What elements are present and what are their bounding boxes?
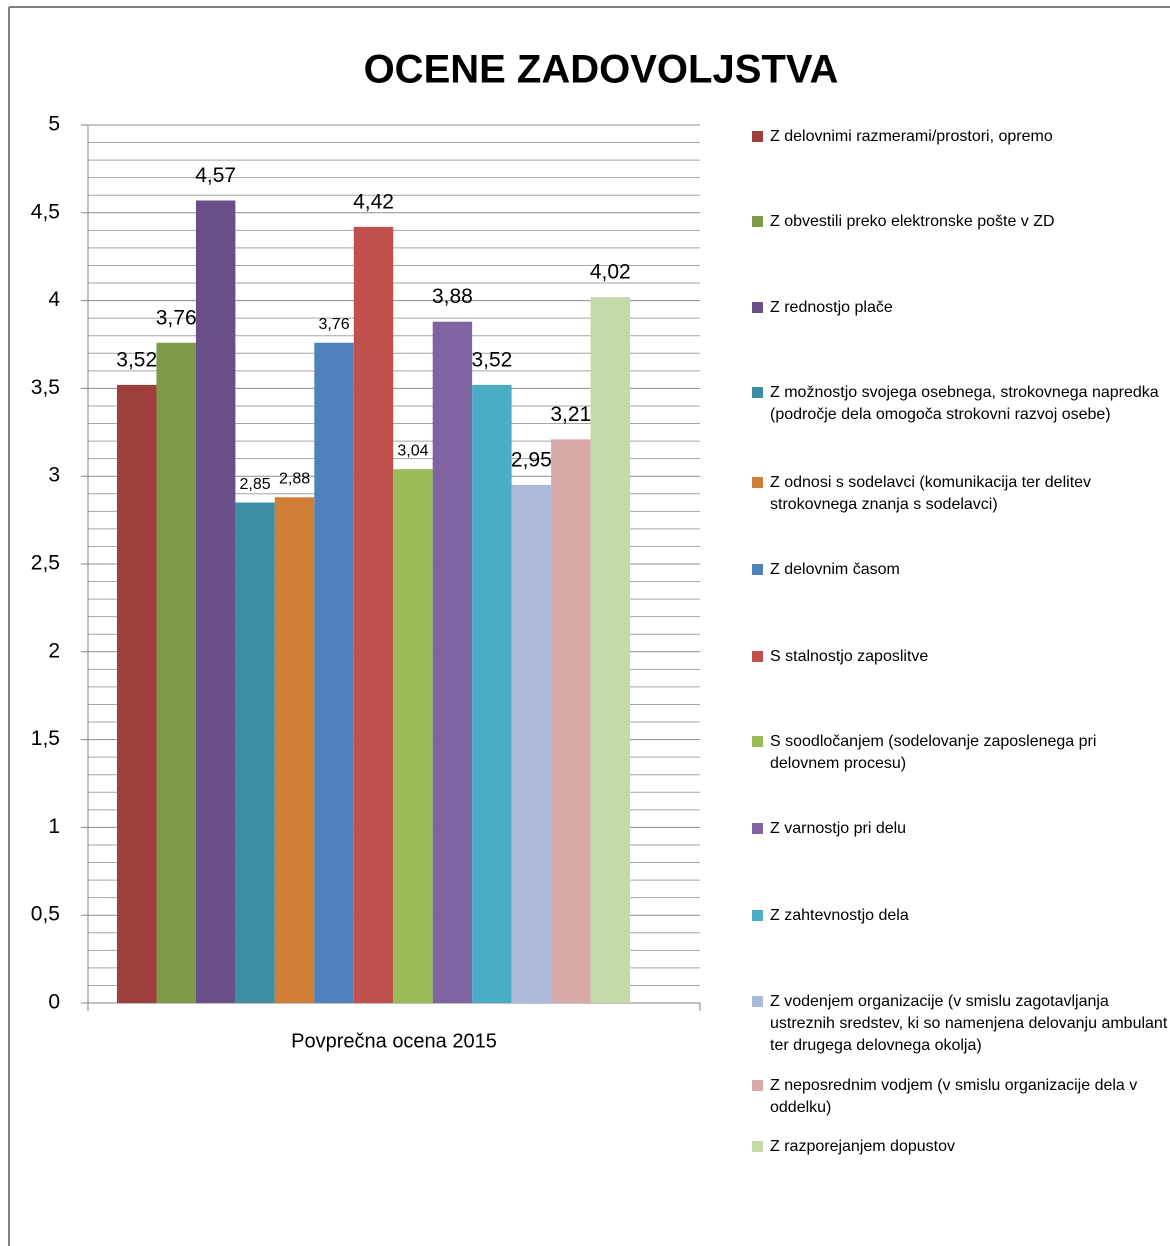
- legend-label: Z rednostjo plače: [770, 299, 893, 316]
- legend-item: S soodločanjem (sodelovanje zaposlenega …: [752, 731, 1170, 775]
- legend-label: Z odnosi s sodelavci (komunikacija ter d…: [770, 474, 1092, 513]
- legend-swatch: [752, 1080, 763, 1091]
- bar: [472, 384, 512, 1003]
- data-label: 3,52: [471, 348, 512, 371]
- legend-swatch: [752, 823, 763, 834]
- legend-label: Z obvestili preko elektronske pošte v ZD: [770, 213, 1055, 230]
- legend-swatch: [752, 302, 763, 313]
- data-label: 2,88: [279, 470, 310, 487]
- legend-swatch: [752, 910, 763, 921]
- data-label: 4,42: [353, 190, 394, 213]
- y-tick-label: 1: [48, 815, 60, 838]
- data-label: 3,88: [432, 285, 473, 308]
- legend-label: Z zahtevnostjo dela: [770, 907, 909, 924]
- legend-swatch: [752, 131, 763, 142]
- legend-label: Z delovnimi razmerami/prostori, opremo: [770, 128, 1053, 145]
- legend-swatch: [752, 1141, 763, 1152]
- legend-item: Z delovnim časom: [752, 559, 1170, 581]
- y-tick-label: 4: [48, 288, 60, 311]
- legend-item: Z razporejanjem dopustov: [752, 1136, 1170, 1158]
- legend-label: Z neposrednim vodjem (v smislu organizac…: [770, 1077, 1138, 1116]
- data-label: 2,95: [511, 449, 552, 472]
- legend-item: Z odnosi s sodelavci (komunikacija ter d…: [752, 472, 1170, 516]
- y-tick-label: 3,5: [31, 376, 60, 399]
- data-label: 3,52: [116, 348, 157, 371]
- bar: [551, 439, 591, 1004]
- bar: [590, 297, 630, 1003]
- y-tick-label: 1,5: [31, 727, 60, 750]
- y-tick-label: 2,5: [31, 552, 60, 575]
- legend-item: Z neposrednim vodjem (v smislu organizac…: [752, 1075, 1170, 1119]
- bar: [511, 484, 552, 1004]
- legend-swatch: [752, 477, 763, 488]
- data-label: 3,21: [550, 403, 591, 426]
- bar: [314, 342, 354, 1003]
- bar: [393, 469, 433, 1003]
- data-label: 3,76: [318, 316, 349, 333]
- x-tick-label: Povprečna ocena 2015: [291, 1030, 497, 1052]
- legend-swatch: [752, 216, 763, 227]
- legend-label: Z varnostjo pri delu: [770, 820, 907, 837]
- legend-label: S soodločanjem (sodelovanje zaposlenega …: [770, 733, 1097, 772]
- bar: [235, 502, 275, 1003]
- legend-item: Z možnostjo svojega osebnega, strokovneg…: [752, 382, 1170, 426]
- y-tick-label: 0: [48, 991, 60, 1014]
- data-label: 3,76: [156, 306, 197, 329]
- legend-label: S stalnostjo zaposlitve: [770, 648, 929, 665]
- y-tick-label: 2: [48, 639, 60, 662]
- legend-swatch: [752, 651, 763, 662]
- bar: [195, 200, 236, 1003]
- legend-label: Z delovnim časom: [770, 561, 900, 578]
- legend-item: S stalnostjo zaposlitve: [752, 646, 1170, 668]
- legend-item: Z obvestili preko elektronske pošte v ZD: [752, 211, 1170, 233]
- legend-label: Z vodenjem organizacije (v smislu zagota…: [770, 993, 1168, 1054]
- y-tick-label: 3: [48, 464, 60, 487]
- y-tick-label: 0,5: [31, 903, 60, 926]
- legend-item: Z rednostjo plače: [752, 297, 1170, 319]
- legend-label: Z razporejanjem dopustov: [770, 1138, 955, 1155]
- data-label: 3,04: [397, 442, 428, 459]
- bar: [353, 226, 394, 1003]
- legend-item: Z vodenjem organizacije (v smislu zagota…: [752, 991, 1170, 1057]
- legend-swatch: [752, 387, 763, 398]
- data-label: 4,02: [590, 261, 631, 284]
- legend-item: Z varnostjo pri delu: [752, 818, 1170, 840]
- bar: [156, 342, 196, 1003]
- chart-title: OCENE ZADOVOLJSTVA: [364, 48, 839, 92]
- bar: [117, 384, 157, 1003]
- bar: [432, 321, 473, 1003]
- legend-label: Z možnostjo svojega osebnega, strokovneg…: [770, 384, 1159, 423]
- legend-item: Z delovnimi razmerami/prostori, opremo: [752, 126, 1170, 148]
- legend-swatch: [752, 736, 763, 747]
- legend-swatch: [752, 996, 763, 1007]
- legend-swatch: [752, 564, 763, 575]
- y-tick-label: 4,5: [31, 200, 60, 223]
- data-label: 4,57: [195, 164, 236, 187]
- legend-item: Z zahtevnostjo dela: [752, 905, 1170, 927]
- data-label: 2,85: [240, 476, 271, 493]
- bar: [274, 497, 315, 1003]
- y-tick-label: 5: [48, 113, 60, 136]
